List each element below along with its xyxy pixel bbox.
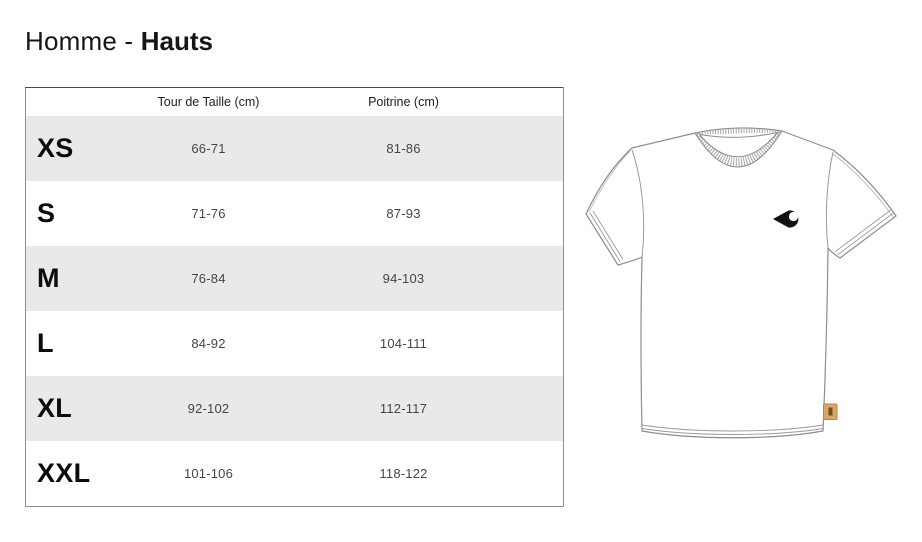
- cuff-lines-right: [834, 209, 894, 256]
- size-chart-table: Tour de Taille (cm) Poitrine (cm) XS 66-…: [25, 87, 564, 507]
- table-row-xxl: XXL 101-106 118-122: [26, 441, 564, 506]
- waist-value: 101-106: [183, 465, 234, 481]
- comet-icon: [773, 210, 799, 228]
- row-spacer-cell: [502, 181, 564, 246]
- armhole-seam-left: [631, 149, 645, 258]
- page-title-section: Hauts: [140, 26, 213, 56]
- size-label: XXL: [37, 457, 91, 488]
- waist-value: 66-71: [111, 116, 306, 181]
- size-label: XS: [25, 116, 112, 181]
- row-spacer-cell: [501, 116, 564, 181]
- sleeve-seam-right: [831, 152, 894, 218]
- hem-tag-icon: [823, 403, 838, 420]
- chest-value: 118-122: [379, 465, 428, 481]
- chest-value: 104-111: [379, 336, 428, 351]
- header-spacer-cell: [501, 87, 564, 116]
- armhole-seam-right: [825, 151, 834, 249]
- size-label: XL: [25, 376, 112, 441]
- waist-value: 76-84: [111, 246, 306, 311]
- tshirt-body-outline: [585, 127, 897, 439]
- table-row-xs: XS 66-71 81-86: [25, 116, 564, 181]
- size-label: S: [37, 198, 56, 228]
- chest-column-header: Poitrine (cm): [305, 87, 502, 116]
- chest-value: 112-117: [305, 376, 502, 441]
- size-column-header: [25, 87, 112, 116]
- waist-value: 71-76: [191, 206, 226, 221]
- hem-lines: [641, 424, 824, 435]
- sleeve-seam-left: [588, 150, 631, 213]
- waist-value: 84-92: [191, 336, 226, 351]
- ribbed-collar: [694, 128, 783, 168]
- page-title-category: Homme -: [25, 26, 141, 56]
- row-spacer-cell: [502, 311, 564, 376]
- table-header-row: Tour de Taille (cm) Poitrine (cm): [25, 87, 564, 116]
- page-title: Homme - Hauts: [25, 26, 213, 57]
- table-row-xl: XL 92-102 112-117: [25, 376, 564, 441]
- chest-value: 81-86: [305, 116, 502, 181]
- table-row-s: S 71-76 87-93: [26, 181, 564, 246]
- table-row-m: M 76-84 94-103: [25, 246, 564, 311]
- chest-value: 94-103: [305, 246, 502, 311]
- size-label: L: [37, 328, 54, 358]
- waist-column-header: Tour de Taille (cm): [111, 87, 306, 116]
- row-spacer-cell: [501, 246, 564, 311]
- waist-value: 92-102: [111, 376, 306, 441]
- tshirt-illustration: [583, 107, 920, 467]
- row-spacer-cell: [502, 441, 564, 506]
- row-spacer-cell: [501, 376, 564, 441]
- chest-value: 87-93: [386, 206, 421, 221]
- table-row-l: L 84-92 104-111: [26, 311, 564, 376]
- cuff-lines-left: [589, 210, 624, 262]
- size-label: M: [25, 246, 112, 311]
